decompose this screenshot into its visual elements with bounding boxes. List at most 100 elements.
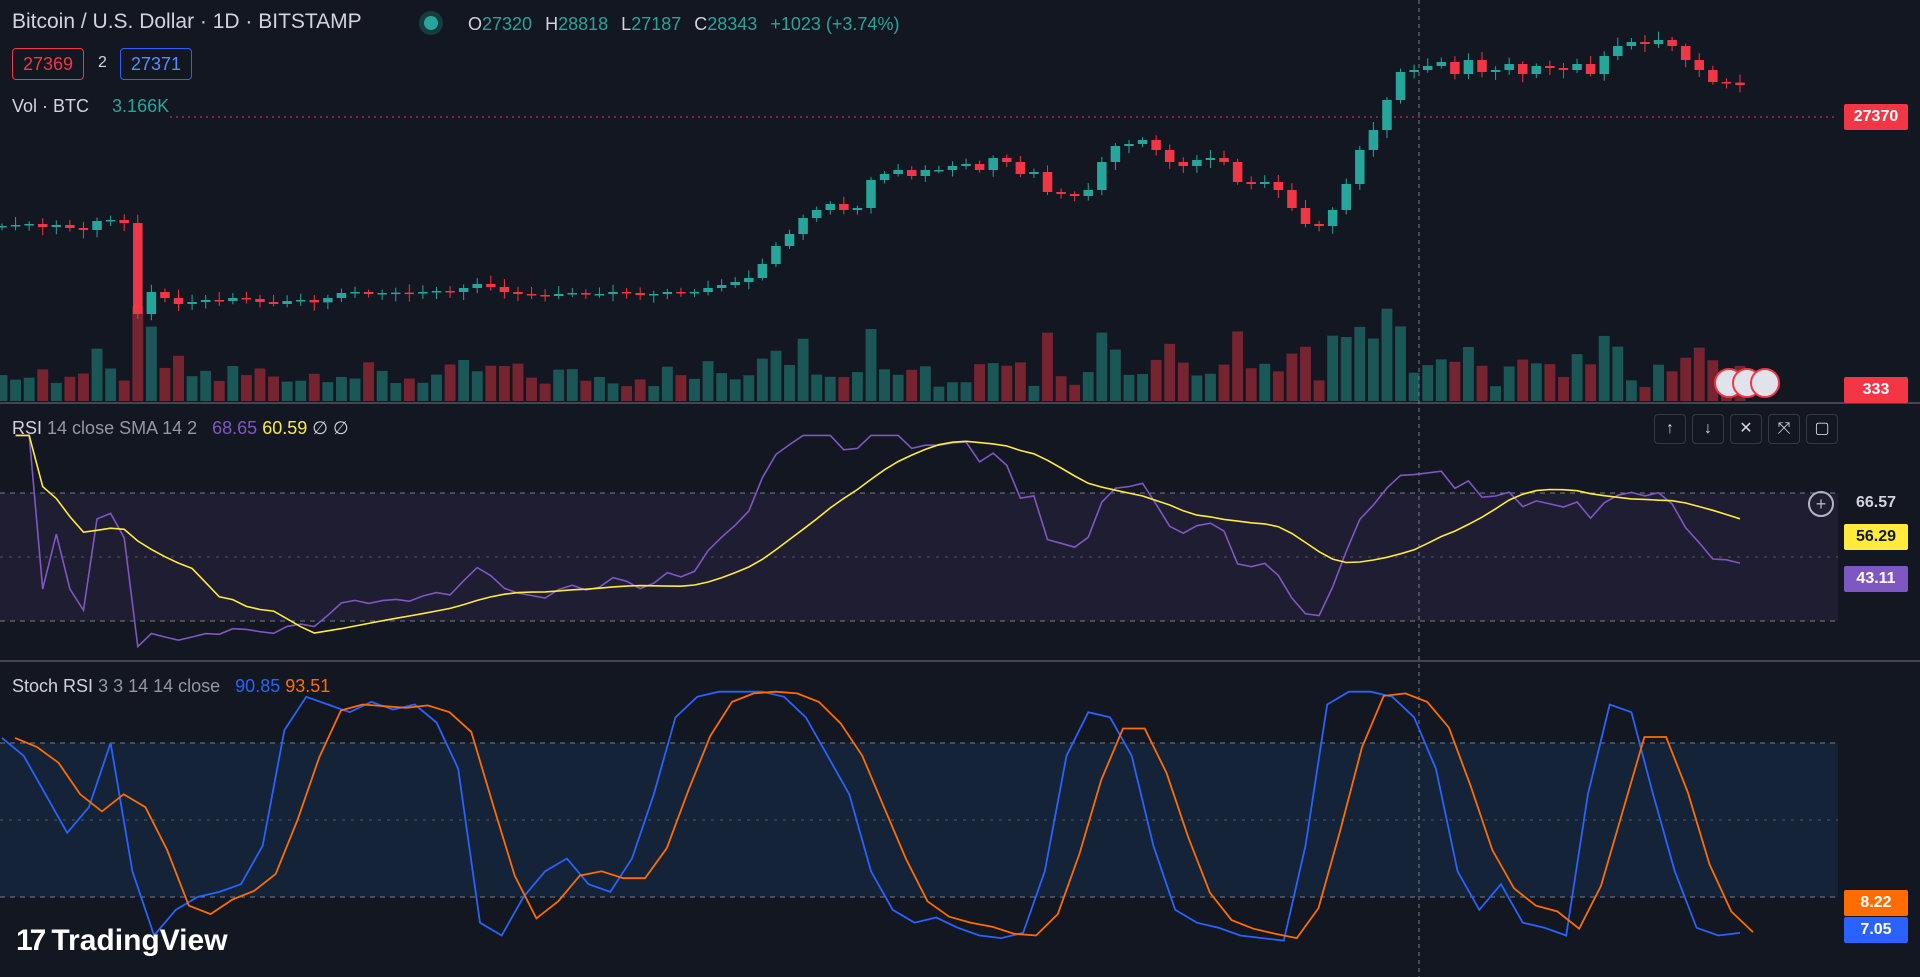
tradingview-logo[interactable]: 17 TradingView (16, 924, 228, 958)
candle[interactable] (1164, 150, 1175, 162)
candle[interactable] (1327, 210, 1338, 226)
candle[interactable] (65, 225, 75, 228)
candle[interactable] (1205, 158, 1216, 160)
candle[interactable] (187, 302, 197, 304)
candle[interactable] (486, 284, 496, 287)
candle[interactable] (784, 234, 795, 246)
candle[interactable] (1477, 60, 1487, 72)
candle[interactable] (336, 293, 347, 298)
candle[interactable] (1721, 82, 1732, 84)
candle[interactable] (1015, 162, 1026, 174)
sell-button[interactable]: 27369 (12, 48, 85, 80)
candle[interactable] (350, 292, 360, 294)
candle[interactable] (716, 285, 727, 288)
delete-pane-button[interactable]: ✕ (1730, 414, 1762, 444)
candle[interactable] (730, 282, 740, 285)
candle[interactable] (1680, 46, 1691, 60)
candle[interactable] (798, 218, 808, 234)
candle[interactable] (839, 204, 849, 210)
candle[interactable] (214, 300, 225, 302)
candle[interactable] (105, 220, 116, 222)
candle[interactable] (581, 293, 591, 295)
candle[interactable] (648, 294, 659, 296)
candle[interactable] (879, 174, 890, 180)
candle[interactable] (499, 287, 510, 292)
candle[interactable] (1436, 62, 1447, 66)
candle[interactable] (1083, 190, 1094, 196)
candle[interactable] (1545, 66, 1555, 68)
candle[interactable] (1735, 82, 1745, 85)
candle[interactable] (1151, 140, 1161, 150)
candle[interactable] (1341, 184, 1351, 210)
candle[interactable] (608, 292, 618, 294)
candle[interactable] (1002, 158, 1012, 162)
candle[interactable] (1219, 158, 1229, 162)
candle[interactable] (1640, 42, 1650, 44)
candle[interactable] (757, 264, 768, 278)
candle[interactable] (1694, 60, 1705, 70)
candle[interactable] (1572, 64, 1582, 70)
candle[interactable] (553, 294, 564, 296)
candle[interactable] (526, 294, 537, 296)
candle[interactable] (228, 298, 238, 301)
candle[interactable] (1382, 100, 1392, 130)
candle[interactable] (119, 220, 129, 223)
candle[interactable] (1667, 40, 1677, 46)
candle[interactable] (404, 292, 415, 295)
candle[interactable] (662, 292, 673, 294)
candle[interactable] (1137, 140, 1148, 144)
candle[interactable] (255, 299, 265, 302)
candle[interactable] (1395, 72, 1406, 100)
candle[interactable] (282, 301, 292, 304)
candle[interactable] (974, 164, 985, 170)
candle[interactable] (1613, 46, 1623, 56)
candle[interactable] (51, 225, 62, 227)
candle[interactable] (458, 288, 469, 292)
candle[interactable] (1708, 70, 1718, 82)
rsi-legend[interactable]: RSI 14 close SMA 14 2 68.65 60.59 ∅ ∅ (12, 418, 349, 439)
candle[interactable] (24, 224, 34, 226)
candle[interactable] (146, 292, 157, 314)
candle[interactable] (1300, 208, 1311, 224)
candle[interactable] (1490, 70, 1501, 72)
candle[interactable] (689, 292, 700, 294)
candle[interactable] (866, 180, 876, 208)
candle[interactable] (295, 300, 306, 302)
candle[interactable] (906, 170, 917, 176)
candle[interactable] (1463, 60, 1474, 74)
candle[interactable] (961, 164, 971, 166)
candle[interactable] (893, 170, 903, 174)
symbol-title[interactable]: Bitcoin / U.S. Dollar · 1D · BITSTAMP (12, 10, 362, 33)
candle[interactable] (323, 298, 333, 303)
candle[interactable] (811, 210, 822, 218)
candle[interactable] (1355, 150, 1365, 184)
candle[interactable] (1056, 192, 1066, 194)
candle[interactable] (1192, 160, 1202, 166)
candle[interactable] (635, 293, 645, 295)
candle[interactable] (173, 298, 184, 304)
candle[interactable] (1178, 162, 1189, 166)
events-icon[interactable] (1714, 368, 1780, 398)
candle[interactable] (1110, 146, 1121, 162)
candle[interactable] (1504, 64, 1514, 70)
candle[interactable] (37, 224, 48, 227)
candle[interactable] (1517, 64, 1528, 74)
candle[interactable] (160, 292, 170, 298)
candle[interactable] (133, 223, 143, 314)
candle[interactable] (1069, 194, 1080, 196)
candle[interactable] (1558, 68, 1569, 70)
candle[interactable] (418, 292, 428, 294)
candle[interactable] (1029, 172, 1039, 174)
candle[interactable] (621, 292, 632, 294)
candle[interactable] (92, 221, 102, 230)
collapse-pane-button[interactable]: ⤧ (1768, 414, 1800, 444)
candle[interactable] (1246, 182, 1256, 184)
candle[interactable] (988, 158, 998, 170)
candle[interactable] (391, 292, 401, 295)
candle[interactable] (472, 284, 482, 288)
candle[interactable] (445, 291, 455, 293)
candle[interactable] (1314, 224, 1324, 226)
candle[interactable] (1097, 162, 1107, 190)
candle[interactable] (200, 300, 211, 302)
